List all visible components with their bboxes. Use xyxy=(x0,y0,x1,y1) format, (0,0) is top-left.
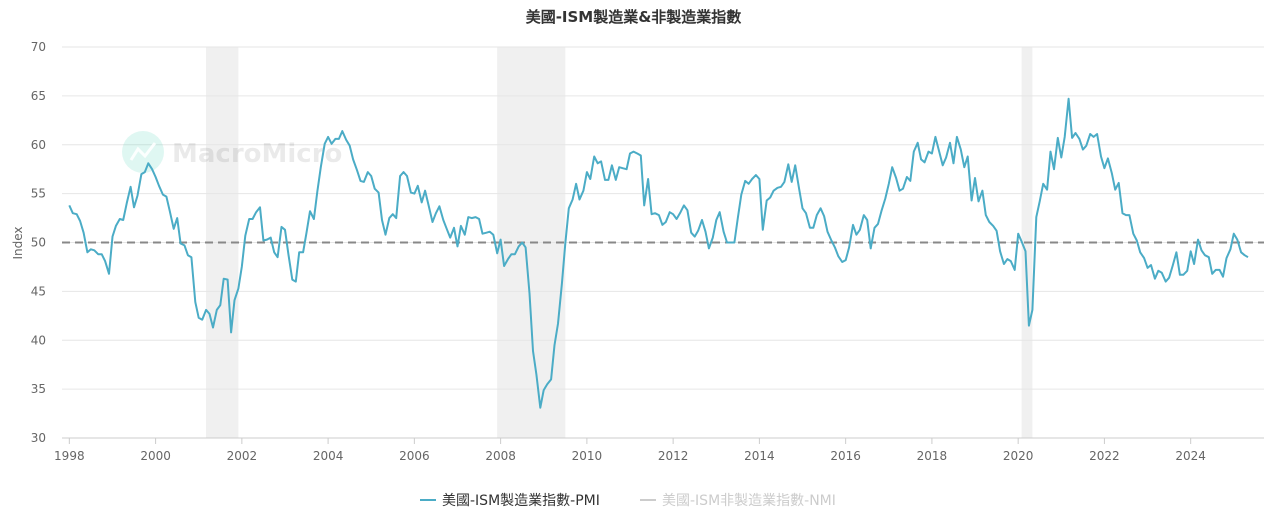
y-tick-label-35: 35 xyxy=(31,382,46,396)
chart-title: 美國-ISM製造業&非製造業指數 xyxy=(526,8,742,26)
series-layer xyxy=(68,97,1249,409)
x-tick-label-2002: 2002 xyxy=(227,449,258,463)
axis-layer xyxy=(62,437,1264,444)
x-tick-label-2012: 2012 xyxy=(658,449,689,463)
x-tick-label-1998: 1998 xyxy=(54,449,85,463)
tick-labels: 30 35 40 45 50 55 60 65 70 1998 2000 2002 2004 2006 20… xyxy=(31,40,1206,463)
x-tick-label-2014: 2014 xyxy=(744,449,775,463)
y-tick-label-45: 45 xyxy=(31,284,46,298)
y-tick-label-55: 55 xyxy=(31,187,46,201)
watermark: MacroMicro xyxy=(122,131,342,173)
legend-label-1[interactable]: 美國-ISM非製造業指數-NMI xyxy=(662,493,836,509)
x-tick-label-2018: 2018 xyxy=(917,449,948,463)
legend[interactable]: 美國-ISM製造業指數-PMI 美國-ISM非製造業指數-NMI xyxy=(420,493,836,509)
x-tick-label-2020: 2020 xyxy=(1003,449,1034,463)
x-tick-label-2010: 2010 xyxy=(572,449,603,463)
x-tick-label-2000: 2000 xyxy=(140,449,171,463)
grid-lines xyxy=(62,46,1264,390)
y-tick-label-65: 65 xyxy=(31,89,46,103)
watermark-text: MacroMicro xyxy=(172,139,342,169)
watermark-logo-mark-icon xyxy=(129,142,157,161)
y-tick-label-60: 60 xyxy=(31,138,46,152)
x-tick-label-2004: 2004 xyxy=(313,449,344,463)
y-axis-label: Index xyxy=(11,226,25,259)
y-tick-label-50: 50 xyxy=(31,236,46,250)
y-tick-label-30: 30 xyxy=(31,431,46,445)
legend-label-0[interactable]: 美國-ISM製造業指數-PMI xyxy=(442,493,600,509)
y-tick-label-70: 70 xyxy=(31,40,46,54)
series-line-0[interactable] xyxy=(68,97,1249,409)
y-tick-label-40: 40 xyxy=(31,333,46,347)
x-tick-label-2022: 2022 xyxy=(1089,449,1120,463)
x-tick-label-2006: 2006 xyxy=(399,449,430,463)
x-tick-label-2024: 2024 xyxy=(1175,449,1206,463)
x-tick-label-2008: 2008 xyxy=(485,449,516,463)
x-tick-label-2016: 2016 xyxy=(830,449,861,463)
